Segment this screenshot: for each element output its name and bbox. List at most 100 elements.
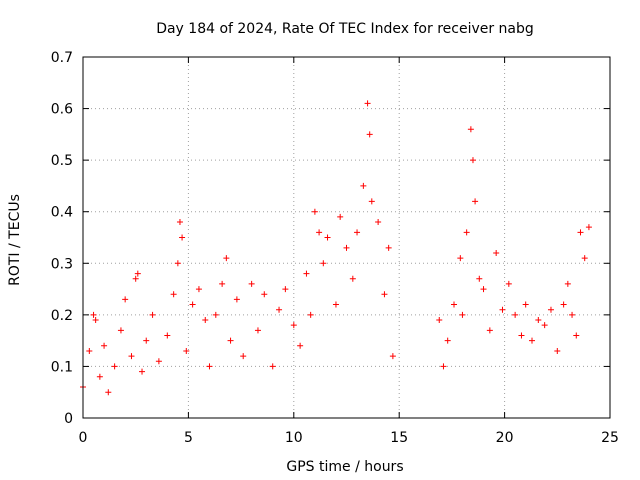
data-point bbox=[436, 317, 443, 324]
data-point bbox=[195, 286, 202, 293]
data-point bbox=[381, 291, 388, 298]
data-point bbox=[261, 291, 268, 298]
grid bbox=[83, 57, 610, 418]
data-point bbox=[476, 275, 483, 282]
data-point bbox=[276, 306, 283, 313]
data-point bbox=[307, 311, 314, 318]
data-point bbox=[233, 296, 240, 303]
data-point bbox=[486, 327, 493, 334]
data-point bbox=[139, 368, 146, 375]
data-point bbox=[463, 229, 470, 236]
data-point bbox=[499, 306, 506, 313]
data-point bbox=[206, 363, 213, 370]
data-point bbox=[86, 347, 93, 354]
x-tick-label: 10 bbox=[285, 430, 303, 446]
data-point bbox=[324, 234, 331, 241]
data-point bbox=[512, 311, 519, 318]
y-tick-label: 0 bbox=[64, 411, 73, 427]
data-point bbox=[202, 317, 209, 324]
data-point bbox=[96, 373, 103, 380]
data-point bbox=[385, 244, 392, 251]
data-point bbox=[227, 337, 234, 344]
data-point bbox=[366, 131, 373, 138]
data-point bbox=[467, 126, 474, 133]
data-point bbox=[573, 332, 580, 339]
data-point bbox=[183, 347, 190, 354]
data-point bbox=[444, 337, 451, 344]
data-point bbox=[364, 100, 371, 107]
data-point bbox=[459, 311, 466, 318]
data-point bbox=[254, 327, 261, 334]
data-point bbox=[564, 280, 571, 287]
data-point bbox=[493, 249, 500, 256]
data-point bbox=[375, 219, 382, 226]
data-point bbox=[170, 291, 177, 298]
data-point bbox=[581, 255, 588, 262]
data-point bbox=[541, 322, 548, 329]
data-point bbox=[212, 311, 219, 318]
plot-frame bbox=[82, 56, 611, 419]
data-point bbox=[174, 260, 181, 267]
data-point bbox=[469, 157, 476, 164]
data-point bbox=[128, 353, 135, 360]
data-point bbox=[90, 311, 97, 318]
y-tick-label: 0.5 bbox=[51, 153, 73, 169]
data-point bbox=[505, 280, 512, 287]
data-point bbox=[132, 275, 139, 282]
chart-title: Day 184 of 2024, Rate Of TEC Index for r… bbox=[156, 21, 534, 37]
data-point bbox=[316, 229, 323, 236]
y-tick-label: 0.6 bbox=[51, 102, 73, 118]
data-point bbox=[223, 255, 230, 262]
data-point bbox=[101, 342, 108, 349]
data-point bbox=[560, 301, 567, 308]
data-point bbox=[535, 317, 542, 324]
x-tick-label: 25 bbox=[601, 430, 619, 446]
data-point bbox=[389, 353, 396, 360]
data-point bbox=[176, 219, 183, 226]
data-point bbox=[219, 280, 226, 287]
data-point bbox=[105, 389, 112, 396]
data-point bbox=[354, 229, 361, 236]
data-points bbox=[80, 100, 592, 396]
data-point bbox=[179, 234, 186, 241]
data-point bbox=[457, 255, 464, 262]
data-point bbox=[149, 311, 156, 318]
axis-ticks bbox=[82, 56, 611, 419]
data-point bbox=[117, 327, 124, 334]
y-tick-label: 0.4 bbox=[51, 205, 73, 221]
x-tick-label: 5 bbox=[184, 430, 193, 446]
data-point bbox=[248, 280, 255, 287]
data-point bbox=[134, 270, 141, 277]
x-axis-label: GPS time / hours bbox=[286, 459, 403, 475]
data-point bbox=[518, 332, 525, 339]
data-point bbox=[577, 229, 584, 236]
data-point bbox=[480, 286, 487, 293]
data-point bbox=[472, 198, 479, 205]
y-tick-label: 0.3 bbox=[51, 256, 73, 272]
data-point bbox=[522, 301, 529, 308]
data-point bbox=[547, 306, 554, 313]
x-tick-label: 0 bbox=[79, 430, 88, 446]
data-point bbox=[320, 260, 327, 267]
data-point bbox=[282, 286, 289, 293]
data-point bbox=[569, 311, 576, 318]
data-point bbox=[122, 296, 129, 303]
y-tick-label: 0.7 bbox=[51, 50, 73, 66]
data-point bbox=[92, 317, 99, 324]
y-tick-labels: 0 0.1 0.2 0.3 0.4 0.5 0.6 0.7 bbox=[51, 50, 73, 427]
data-point bbox=[349, 275, 356, 282]
data-point bbox=[189, 301, 196, 308]
data-point bbox=[343, 244, 350, 251]
x-tick-labels: 0 5 10 15 20 25 bbox=[79, 430, 619, 446]
data-point bbox=[240, 353, 247, 360]
x-tick-label: 20 bbox=[496, 430, 514, 446]
data-point bbox=[297, 342, 304, 349]
data-point bbox=[529, 337, 536, 344]
data-point bbox=[143, 337, 150, 344]
data-point bbox=[290, 322, 297, 329]
data-point bbox=[332, 301, 339, 308]
data-point bbox=[360, 182, 367, 189]
data-point bbox=[451, 301, 458, 308]
data-point bbox=[303, 270, 310, 277]
